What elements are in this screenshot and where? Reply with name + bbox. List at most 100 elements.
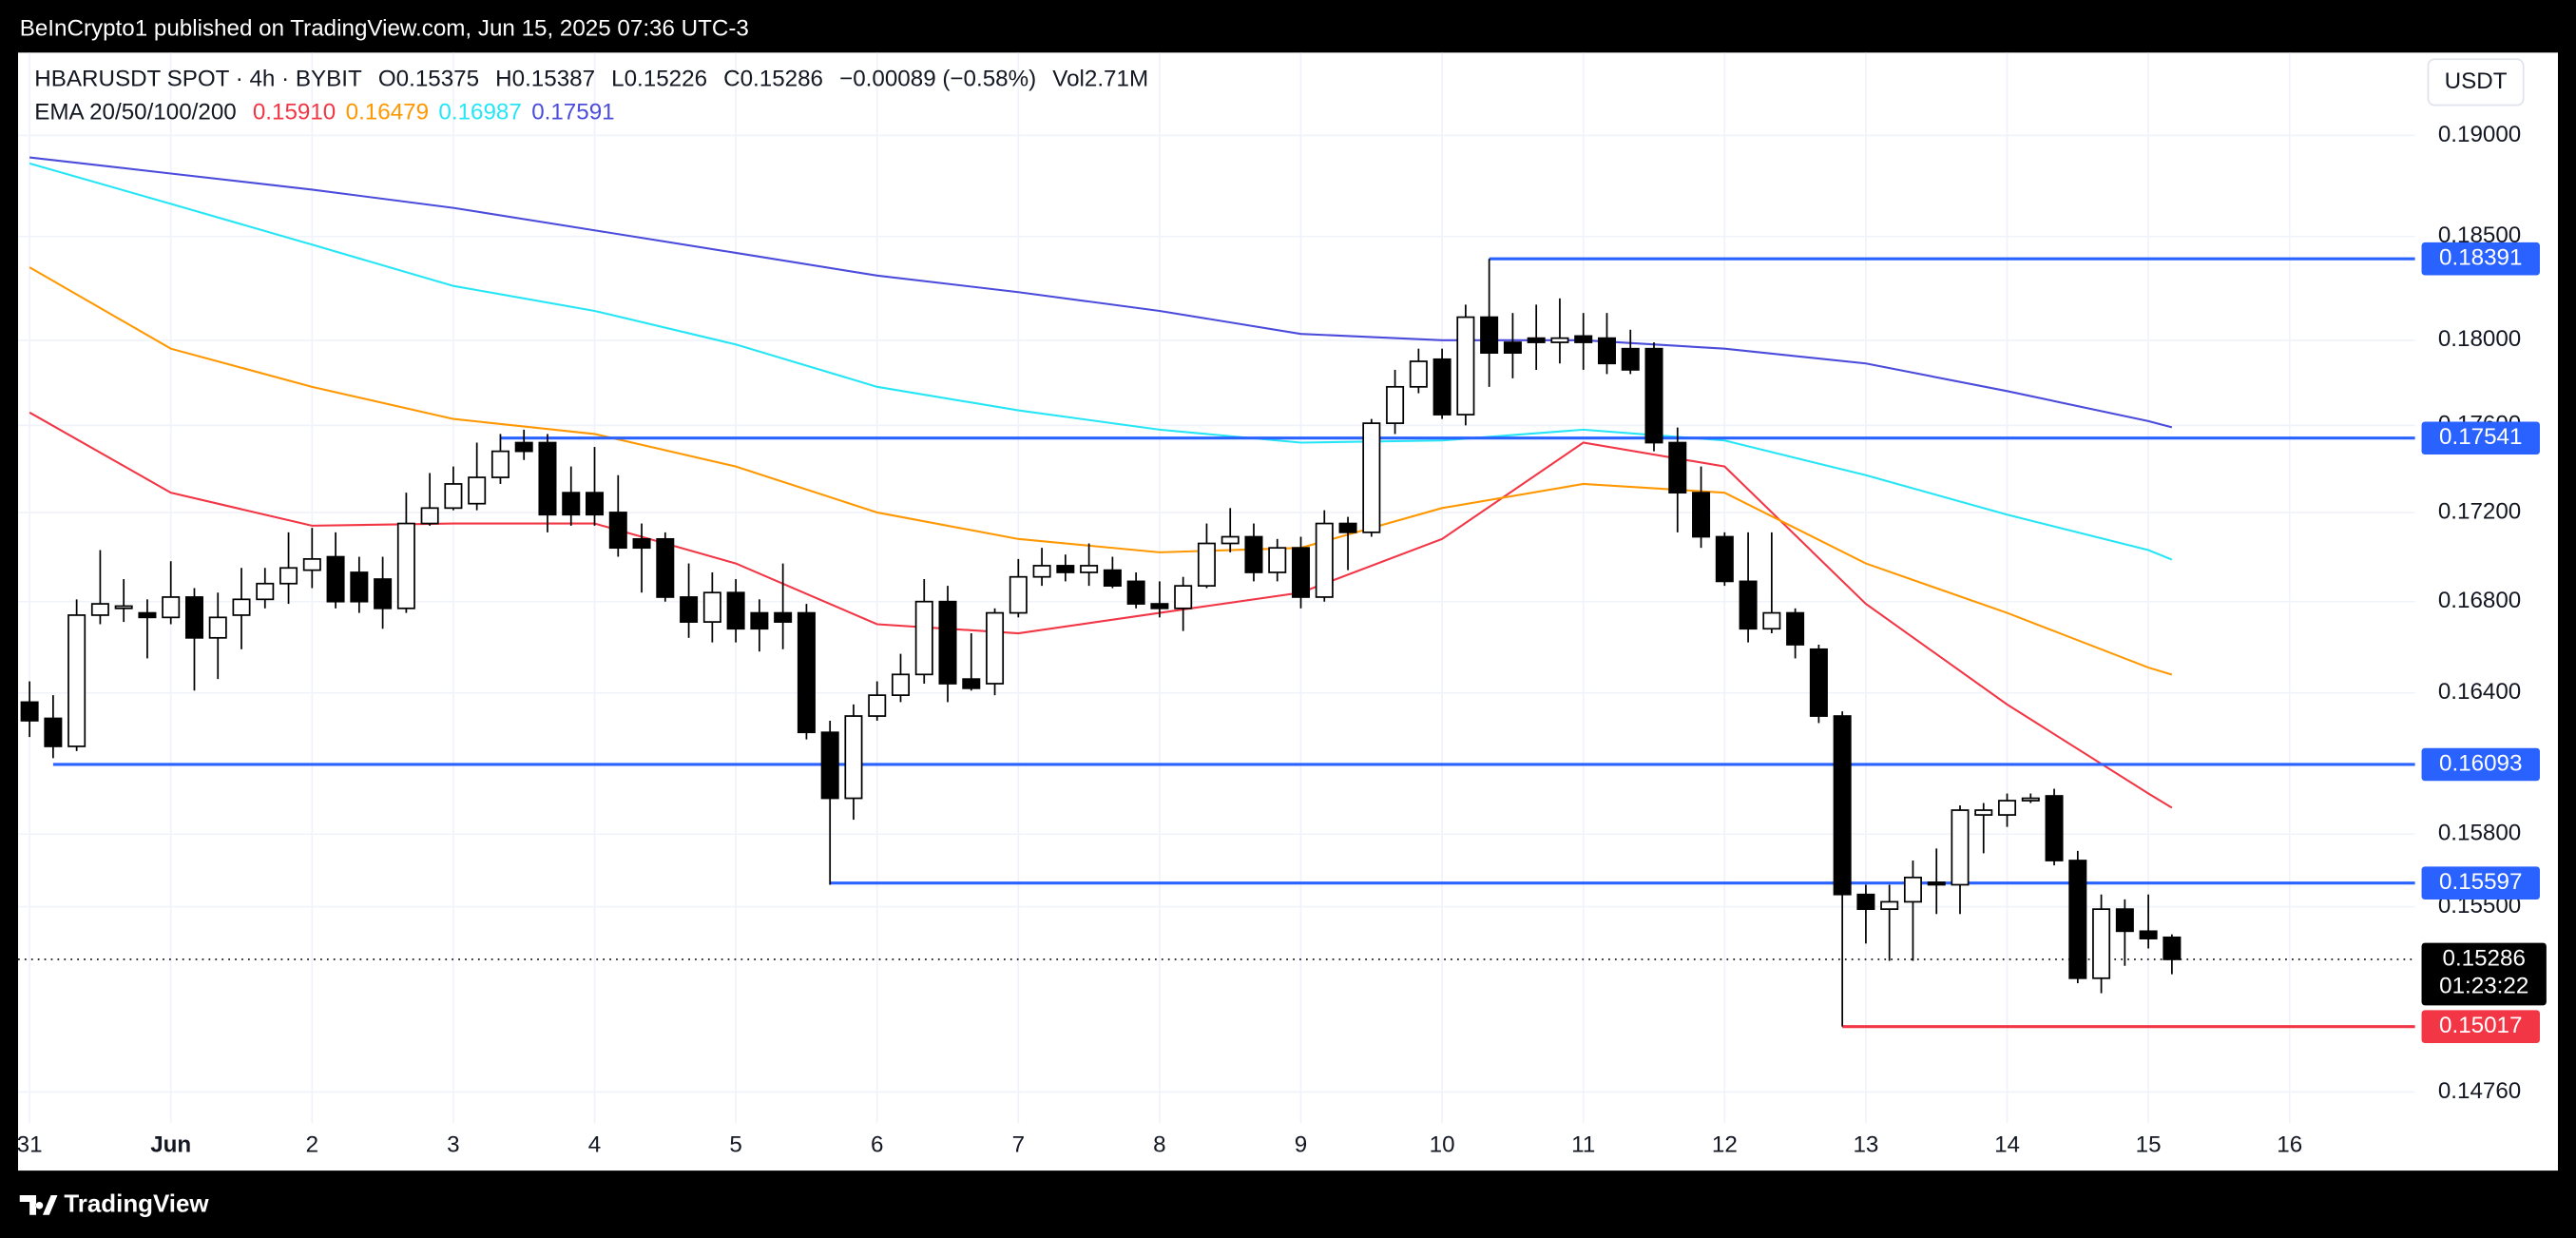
candle-body — [1927, 881, 1946, 886]
candle-body — [162, 596, 181, 619]
level-tag — [2421, 242, 2540, 276]
currency-label[interactable]: USDT — [2445, 68, 2508, 94]
candle-body — [562, 492, 581, 516]
candle-body — [1221, 535, 1240, 545]
y-tick-label: 0.16800 — [2438, 588, 2521, 613]
candle-body — [1080, 565, 1099, 573]
level-label: 0.15017 — [2439, 1013, 2522, 1038]
ema-line — [29, 156, 2173, 429]
level-tag — [2421, 747, 2540, 782]
candle-body — [938, 600, 957, 685]
candle-body — [1550, 337, 1569, 343]
candle-body — [302, 558, 321, 571]
candle-body — [2163, 936, 2182, 960]
candle-body — [962, 678, 981, 689]
candle-body — [138, 611, 157, 619]
candle-body — [67, 614, 87, 747]
quote-open: O0.15375 — [378, 67, 479, 92]
candle-body — [1833, 715, 1852, 896]
candle-body — [1315, 522, 1334, 598]
candle-body — [279, 567, 298, 585]
symbol-legend: HBARUSDT SPOT · 4h · BYBIT O0.15375 H0.1… — [34, 67, 1148, 92]
candle-body — [1503, 341, 1522, 355]
x-tick-label: 31 — [17, 1132, 43, 1158]
candle-body — [1739, 580, 1758, 630]
candle-body — [1856, 893, 1875, 910]
candle-body — [538, 441, 557, 516]
candle-body — [891, 673, 910, 696]
candle-body — [1903, 876, 1922, 903]
x-tick-label: 14 — [1994, 1132, 2020, 1158]
candle-body — [1809, 648, 1828, 717]
candle-body — [1668, 441, 1687, 494]
x-tick-label: Jun — [150, 1132, 191, 1158]
candle-body — [1056, 565, 1075, 573]
quote-change: −0.00089 (−0.58%) — [839, 67, 1036, 92]
candle-body — [726, 591, 745, 630]
candle-body — [514, 441, 533, 453]
candle-body — [656, 537, 675, 598]
candle-body — [184, 596, 203, 639]
x-tick-label: 11 — [1571, 1132, 1595, 1158]
candle-body — [20, 701, 39, 722]
candle-body — [1009, 575, 1028, 614]
symbol: HBARUSDT SPOT · 4h · BYBIT — [34, 67, 362, 92]
candle-body — [2021, 797, 2040, 802]
x-tick-label: 7 — [1012, 1132, 1025, 1158]
ema-value: 0.17591 — [531, 100, 614, 126]
candle-body — [1386, 385, 1405, 424]
candle-body — [1762, 611, 1781, 630]
level-tag — [2421, 866, 2540, 899]
x-tick-label: 3 — [447, 1132, 459, 1158]
y-tick-label: 0.18000 — [2438, 326, 2521, 352]
currency-button[interactable] — [2427, 58, 2525, 106]
candle-body — [350, 571, 369, 603]
level-label: 0.18391 — [2439, 245, 2522, 271]
candle-body — [702, 591, 721, 623]
quote-high: H0.15387 — [495, 67, 595, 92]
x-tick-label: 13 — [1853, 1132, 1878, 1158]
ema-value: 0.16987 — [438, 100, 521, 126]
candle-body — [986, 611, 1005, 685]
level-tag — [2421, 421, 2540, 455]
ema-line — [29, 266, 2173, 676]
candle-body — [1032, 565, 1051, 578]
level-label: 0.16093 — [2439, 750, 2522, 776]
candle-body — [490, 450, 509, 478]
quote-low: L0.15226 — [611, 67, 707, 92]
quote-volume: Vol2.71M — [1052, 67, 1148, 92]
candle-body — [1880, 900, 1899, 910]
candle-body — [1621, 347, 1640, 371]
candle-body — [44, 717, 63, 747]
x-tick-label: 6 — [871, 1132, 883, 1158]
candle-body — [868, 694, 887, 717]
candle-body — [1786, 611, 1805, 646]
candle-body — [1480, 316, 1499, 355]
candle-body — [374, 578, 393, 609]
ema-line — [29, 162, 2173, 561]
candle-body — [1126, 580, 1145, 605]
candle-body — [420, 507, 439, 525]
candle-body — [468, 476, 487, 505]
x-tick-label: 4 — [588, 1132, 601, 1158]
candle-body — [90, 603, 109, 616]
candle-body — [1692, 492, 1711, 538]
candle-body — [256, 582, 275, 601]
candles — [20, 259, 2182, 1027]
candle-body — [2092, 908, 2111, 979]
candle-body — [1456, 316, 1475, 416]
candle-body — [1527, 337, 1546, 343]
candle-body — [1574, 335, 1593, 343]
candle-body — [2139, 930, 2158, 939]
published-note: BeInCrypto1 published on TradingView.com… — [20, 16, 749, 42]
last-price-label: 0.15286 — [2443, 945, 2526, 971]
candle-body — [820, 731, 839, 800]
axes: 31 Jun 2 3 4 5 6 7 8 9 10 11 12 13 14 15 160.190000.1850… — [17, 122, 2547, 1158]
y-tick-label: 0.17200 — [2438, 498, 2521, 524]
candle-body — [1150, 603, 1169, 609]
candle-body — [914, 600, 933, 676]
y-tick-label: 0.16400 — [2438, 679, 2521, 705]
ema-value: 0.15910 — [253, 100, 336, 126]
